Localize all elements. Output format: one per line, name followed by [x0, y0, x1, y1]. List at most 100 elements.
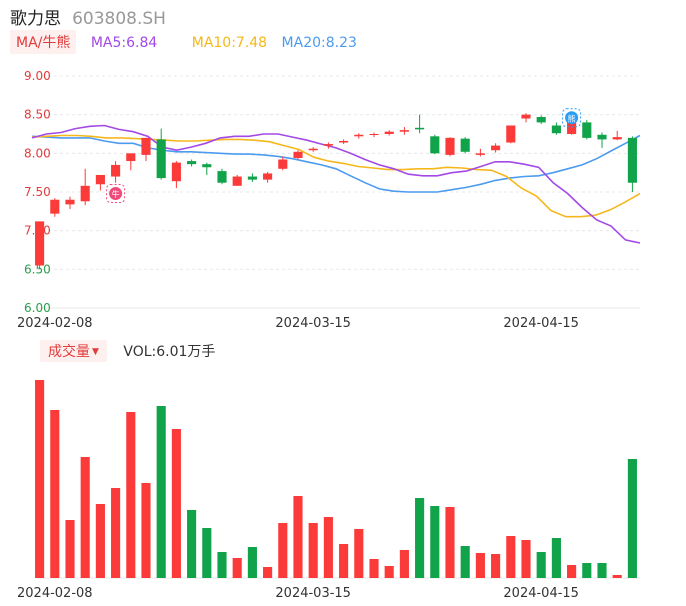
stock-code: 603808.SH: [72, 9, 166, 29]
ma5-line: [31, 124, 641, 244]
y-tick-label: 9.00: [24, 69, 51, 83]
candle-body: [551, 125, 561, 134]
ma10-line: [31, 134, 641, 218]
bull-marker-icon: 牛: [106, 184, 126, 204]
candle-body: [582, 122, 592, 138]
volume-bar: [187, 510, 197, 578]
candle-body: [399, 130, 409, 132]
candle-body: [156, 139, 166, 179]
ma20-line: [31, 134, 641, 193]
candle-body: [536, 116, 546, 123]
candle-body: [521, 114, 531, 119]
candle-body: [95, 174, 105, 185]
volume-bar: [126, 412, 136, 578]
candle-body: [247, 176, 257, 180]
volume-indicator-tab[interactable]: 成交量 ▼: [40, 340, 107, 362]
candle-body: [80, 185, 90, 202]
volume-bar: [399, 550, 409, 578]
volume-bar: [612, 575, 622, 578]
volume-bar: [475, 553, 485, 578]
candle-body: [597, 134, 607, 140]
volume-bar: [445, 507, 455, 578]
volume-bar: [506, 536, 516, 578]
ma10-value: MA10:7.48: [191, 35, 268, 51]
candle-body: [50, 199, 60, 214]
volume-bar: [627, 459, 637, 578]
volume-bar: [171, 429, 181, 578]
x-tick-label: 2024-04-15: [503, 316, 579, 331]
candle-body: [293, 151, 303, 158]
candle-body: [415, 127, 425, 130]
stock-name: 歌力思: [10, 9, 61, 29]
volume-bar: [263, 567, 273, 578]
ma-indicator-row: MA/牛熊 MA5:6.84 MA10:7.48 MA20:8.23: [10, 30, 357, 54]
candle-body: [506, 125, 516, 143]
volume-bar: [293, 496, 303, 578]
y-tick-label: 8.50: [24, 108, 51, 122]
candle-body: [323, 144, 333, 146]
volume-bar: [156, 406, 166, 578]
candle-body: [445, 137, 455, 155]
bull-marker-icon-badge: [109, 187, 123, 201]
volume-tab-label: 成交量: [48, 344, 90, 360]
volume-bar: [50, 410, 60, 578]
bear-marker-icon-badge: [565, 111, 579, 125]
volume-bar: [415, 498, 425, 578]
volume-bar: [384, 566, 394, 578]
volume-bar: [308, 523, 318, 578]
volume-bar: [339, 544, 349, 578]
candle-body: [369, 134, 379, 135]
caret-down-icon: ▼: [92, 347, 99, 357]
candle-body: [217, 171, 227, 183]
volume-bar: [597, 563, 607, 578]
y-tick-label: 7.50: [24, 185, 51, 199]
candle-body: [612, 137, 622, 140]
candle-body: [141, 137, 151, 155]
volume-bar: [323, 517, 333, 578]
candle-body: [202, 164, 212, 168]
volume-bar: [369, 559, 379, 578]
candle-body: [187, 161, 197, 165]
x-tick-label: 2024-02-08: [17, 316, 93, 331]
volume-x-tick-label: 2024-02-08: [17, 586, 93, 601]
volume-bar: [521, 540, 531, 578]
y-tick-label: 6.50: [24, 262, 51, 276]
bear-marker-icon: 熊: [562, 108, 582, 128]
x-tick-label: 2024-03-15: [275, 316, 351, 331]
volume-bar: [141, 483, 151, 578]
candle-body: [232, 176, 242, 186]
candle-body: [384, 131, 394, 134]
candle-body: [263, 173, 273, 180]
candle-body: [567, 117, 577, 134]
candle-body: [278, 159, 288, 169]
volume-value: VOL:6.01万手: [123, 344, 216, 360]
volume-bar: [582, 563, 592, 578]
volume-bar: [430, 506, 440, 578]
bear-marker-icon-frame: [562, 108, 582, 128]
volume-bar: [247, 547, 257, 578]
volume-bar: [354, 529, 364, 578]
ma5-value: MA5:6.84: [90, 35, 158, 51]
candle-body: [430, 136, 440, 154]
volume-bar: [202, 528, 212, 578]
candle-body: [460, 138, 470, 152]
volume-bar: [35, 380, 45, 578]
volume-bar: [460, 546, 470, 578]
candle-body: [475, 153, 485, 155]
volume-bar: [65, 520, 75, 578]
candle-body: [126, 153, 136, 162]
y-tick-label: 6.00: [24, 301, 51, 315]
stock-header: 歌力思 603808.SH: [10, 4, 166, 29]
candle-body: [491, 145, 501, 151]
ma-indicator-tab[interactable]: MA/牛熊: [10, 30, 77, 54]
candle-body: [354, 134, 364, 137]
volume-bar: [536, 552, 546, 578]
candle-body: [171, 162, 181, 182]
volume-bar: [567, 565, 577, 578]
bull-marker-icon-glyph: 牛: [112, 189, 120, 199]
volume-bar: [80, 457, 90, 578]
candle-body: [65, 199, 75, 205]
candle-body: [35, 221, 45, 266]
bear-marker-icon-glyph: 熊: [568, 113, 576, 123]
